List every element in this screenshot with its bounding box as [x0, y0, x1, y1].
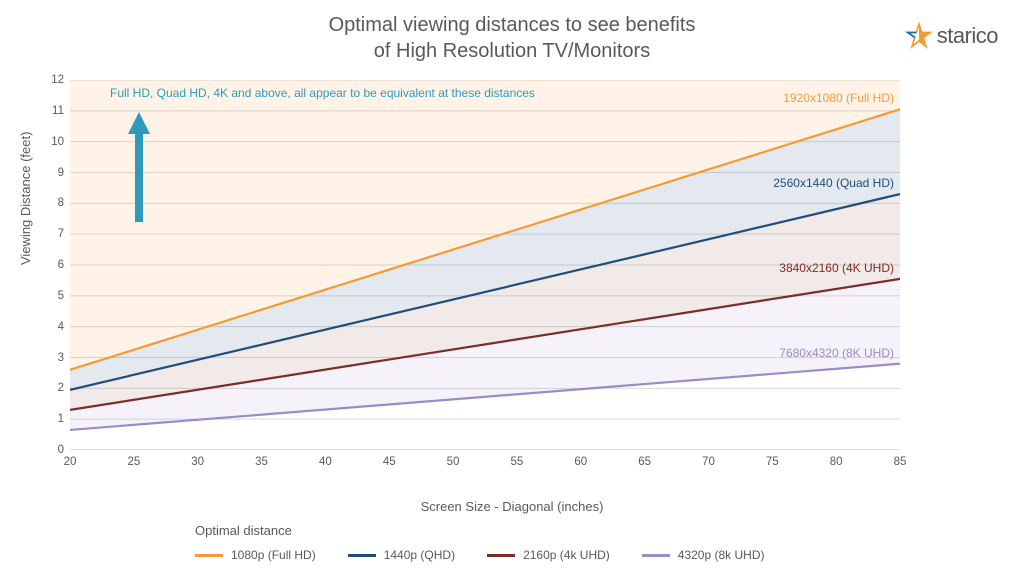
legend-title: Optimal distance: [195, 523, 292, 538]
title-line-1: Optimal viewing distances to see benefit…: [0, 12, 1024, 38]
legend-swatch: [487, 554, 515, 557]
x-tick-label: 80: [830, 456, 843, 468]
y-tick-label: 10: [40, 136, 64, 148]
legend-item: 4320p (8k UHD): [642, 548, 765, 562]
title-line-2: of High Resolution TV/Monitors: [0, 38, 1024, 64]
y-tick-label: 8: [40, 197, 64, 209]
chart-plot-area: Full HD, Quad HD, 4K and above, all appe…: [70, 80, 900, 450]
annotation-text: Full HD, Quad HD, 4K and above, all appe…: [110, 86, 535, 100]
legend-swatch: [642, 554, 670, 557]
legend-swatch: [195, 554, 223, 557]
y-tick-label: 2: [40, 382, 64, 394]
legend-label: 1080p (Full HD): [231, 548, 316, 562]
x-tick-label: 50: [447, 456, 460, 468]
x-tick-label: 85: [894, 456, 907, 468]
chart-svg: [70, 80, 900, 450]
chart-title: Optimal viewing distances to see benefit…: [0, 0, 1024, 64]
x-axis-label: Screen Size - Diagonal (inches): [0, 499, 1024, 514]
x-tick-label: 60: [574, 456, 587, 468]
y-tick-label: 12: [40, 74, 64, 86]
x-tick-label: 55: [511, 456, 524, 468]
y-axis-label: Viewing Distance (feet): [18, 132, 33, 265]
y-tick-label: 6: [40, 259, 64, 271]
up-arrow-icon: [128, 112, 150, 222]
y-tick-label: 7: [40, 228, 64, 240]
legend-label: 1440p (QHD): [384, 548, 455, 562]
y-tick-label: 4: [40, 321, 64, 333]
y-tick-label: 11: [40, 105, 64, 117]
legend-item: 1440p (QHD): [348, 548, 455, 562]
x-tick-label: 75: [766, 456, 779, 468]
legend-swatch: [348, 554, 376, 557]
legend-label: 4320p (8k UHD): [678, 548, 765, 562]
x-tick-label: 65: [638, 456, 651, 468]
y-tick-label: 0: [40, 444, 64, 456]
y-tick-label: 5: [40, 290, 64, 302]
equivalence-annotation: Full HD, Quad HD, 4K and above, all appe…: [110, 86, 535, 100]
x-tick-label: 45: [383, 456, 396, 468]
y-tick-label: 9: [40, 167, 64, 179]
logo-text: starico: [937, 23, 998, 49]
logo: starico: [905, 22, 998, 50]
star-icon: [905, 22, 933, 50]
series-label: 1920x1080 (Full HD): [783, 91, 894, 105]
x-tick-label: 30: [191, 456, 204, 468]
x-tick-label: 35: [255, 456, 268, 468]
series-label: 2560x1440 (Quad HD): [773, 176, 894, 190]
x-tick-label: 25: [127, 456, 140, 468]
legend: 1080p (Full HD) 1440p (QHD) 2160p (4k UHD)…: [195, 548, 764, 562]
x-tick-label: 20: [64, 456, 77, 468]
y-tick-label: 1: [40, 413, 64, 425]
x-tick-label: 40: [319, 456, 332, 468]
legend-item: 2160p (4k UHD): [487, 548, 610, 562]
legend-item: 1080p (Full HD): [195, 548, 316, 562]
series-label: 7680x4320 (8K UHD): [779, 346, 894, 360]
series-label: 3840x2160 (4K UHD): [779, 261, 894, 275]
legend-label: 2160p (4k UHD): [523, 548, 610, 562]
y-tick-label: 3: [40, 352, 64, 364]
x-tick-label: 70: [702, 456, 715, 468]
